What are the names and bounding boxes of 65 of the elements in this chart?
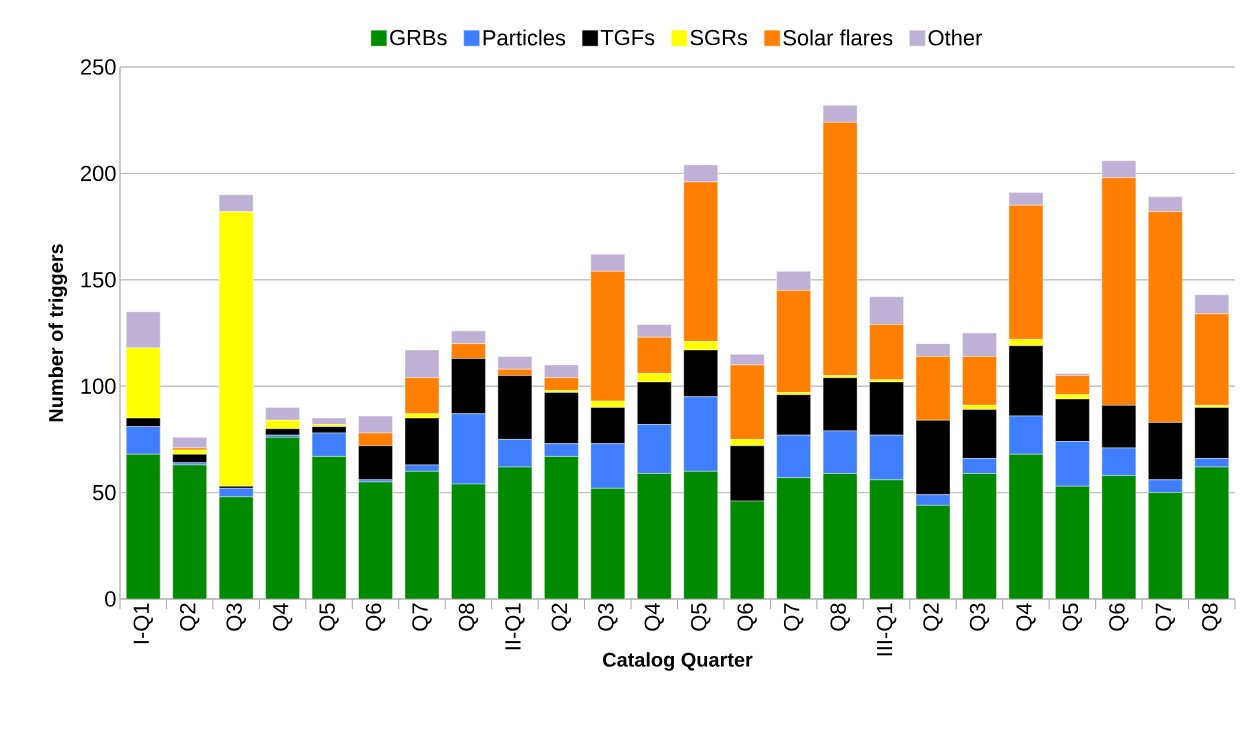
y-axis-title: Number of triggers xyxy=(48,244,68,422)
x-tick-label: Q8 xyxy=(1202,603,1222,631)
y-tick-label: 200 xyxy=(81,165,116,182)
bar xyxy=(1055,375,1090,395)
x-axis-title: Catalog Quarter xyxy=(603,652,753,671)
x-tick-label: Q2 xyxy=(179,603,200,631)
bar xyxy=(776,477,811,599)
x-tick-label: Q2 xyxy=(923,603,943,631)
x-tick-label: Q4 xyxy=(272,603,293,631)
x-tick-label: Q5 xyxy=(319,603,339,631)
x-tick-label: Q6 xyxy=(737,603,757,631)
bar xyxy=(126,454,161,599)
bar xyxy=(822,473,858,599)
y-tick-label: 0 xyxy=(105,591,116,607)
y-tick-label: 100 xyxy=(81,378,116,394)
bar xyxy=(311,417,347,425)
x-tick-label: III-Q1 xyxy=(876,603,897,656)
bar xyxy=(172,464,207,599)
bar xyxy=(358,481,393,599)
x-tick-label: Q6 xyxy=(1109,603,1129,631)
x-tick-label: II-Q1 xyxy=(505,603,525,650)
bar xyxy=(218,496,254,599)
bar xyxy=(590,488,626,599)
bar xyxy=(1148,492,1183,599)
bar xyxy=(915,505,951,599)
x-tick-label: Q5 xyxy=(691,603,711,631)
x-tick-label: Q6 xyxy=(365,603,386,631)
legend-label: GRBs xyxy=(390,29,447,46)
x-tick-label: Q3 xyxy=(598,603,618,631)
bar xyxy=(497,466,533,599)
legend-label: Other xyxy=(928,29,983,46)
x-tick-label: Q7 xyxy=(783,603,804,631)
legend-label: SGRs xyxy=(690,29,748,46)
x-tick-label: Q4 xyxy=(644,603,664,631)
x-tick-label: Q8 xyxy=(830,603,850,631)
bar xyxy=(404,471,440,599)
legend-label: TGFs xyxy=(600,29,655,46)
bar xyxy=(1008,454,1044,599)
bar xyxy=(962,473,997,599)
x-tick-label: Q7 xyxy=(1155,603,1176,631)
bar xyxy=(730,500,765,599)
x-tick-label: Q4 xyxy=(1016,603,1036,631)
legend-label: Particles xyxy=(483,29,566,46)
y-tick-label: 50 xyxy=(92,484,116,501)
x-tick-label: Q7 xyxy=(412,603,432,631)
x-tick-label: Q3 xyxy=(969,603,990,631)
x-tick-label: Q3 xyxy=(226,603,246,631)
bar xyxy=(544,456,579,599)
bar xyxy=(1055,486,1090,599)
y-tick-label: 150 xyxy=(81,272,116,288)
bar xyxy=(265,437,300,599)
y-tick-label: 250 xyxy=(81,59,116,75)
x-tick-label: Q8 xyxy=(458,603,479,631)
x-tick-label: Q2 xyxy=(551,603,572,631)
bar xyxy=(683,471,718,599)
legend-label: Solar flares xyxy=(783,29,893,46)
bar xyxy=(1194,466,1229,599)
bar xyxy=(637,473,672,599)
bar xyxy=(1101,475,1137,599)
x-tick-label: I-Q1 xyxy=(133,603,153,644)
bar xyxy=(311,456,347,599)
bar xyxy=(451,483,486,599)
bar xyxy=(172,437,207,449)
x-tick-label: Q5 xyxy=(1062,603,1083,631)
bar xyxy=(869,479,904,599)
